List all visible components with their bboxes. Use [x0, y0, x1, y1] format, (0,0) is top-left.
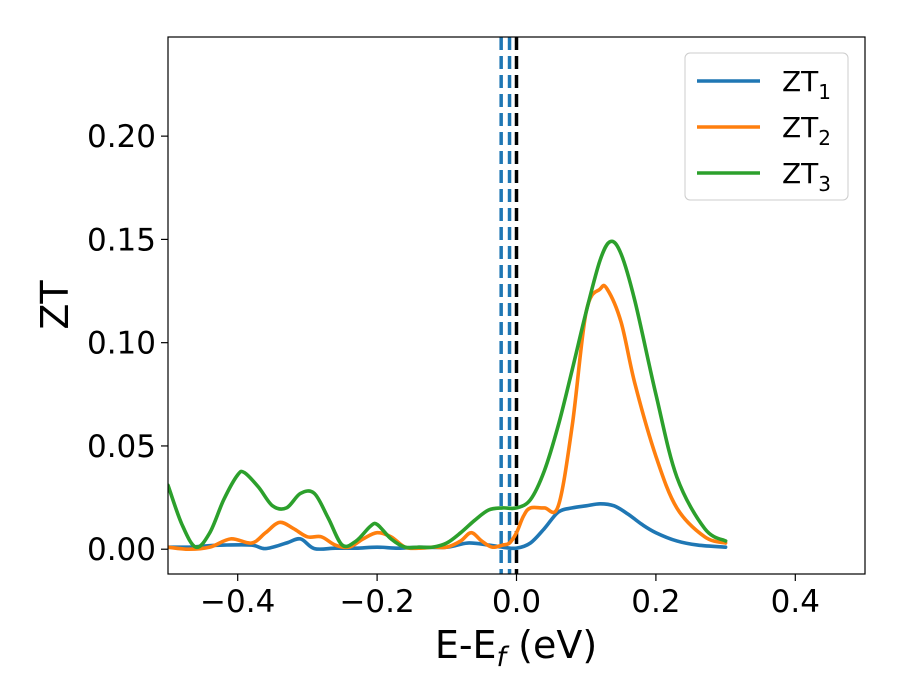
series-line-2 [168, 283, 728, 552]
x-tick-label: 0.2 [631, 584, 680, 620]
x-tick-label: −0.2 [339, 584, 414, 620]
y-tick-label: 0.05 [87, 429, 156, 465]
series-line-1 [168, 501, 728, 551]
legend-box [684, 52, 849, 201]
series-line-3 [168, 239, 728, 550]
legend-label-3: ZT3 [782, 157, 831, 196]
y-axis-label: ZT [33, 280, 77, 330]
x-tick-label: 0.0 [492, 584, 541, 620]
y-tick-label: 0.00 [87, 532, 156, 568]
reference-lines [499, 37, 519, 574]
series-lines [168, 239, 728, 552]
x-axis-ticks: −0.4 −0.2 0.0 0.2 0.4 [200, 574, 820, 620]
x-axis-label-main: E-E [435, 623, 497, 667]
legend: ZT1 ZT2 ZT3 [684, 52, 849, 201]
x-axis-label-tail: (eV) [506, 623, 597, 667]
y-axis-ticks: 0.00 0.05 0.10 0.15 0.20 [87, 119, 168, 568]
x-axis-label: E-Ef (eV) [435, 623, 597, 673]
x-tick-label: −0.4 [200, 584, 275, 620]
legend-label-1: ZT1 [782, 65, 831, 104]
x-tick-label: 0.4 [771, 584, 820, 620]
legend-label-2: ZT2 [782, 111, 831, 150]
y-tick-label: 0.10 [87, 326, 156, 362]
y-tick-label: 0.20 [87, 119, 156, 155]
y-tick-label: 0.15 [87, 222, 156, 258]
